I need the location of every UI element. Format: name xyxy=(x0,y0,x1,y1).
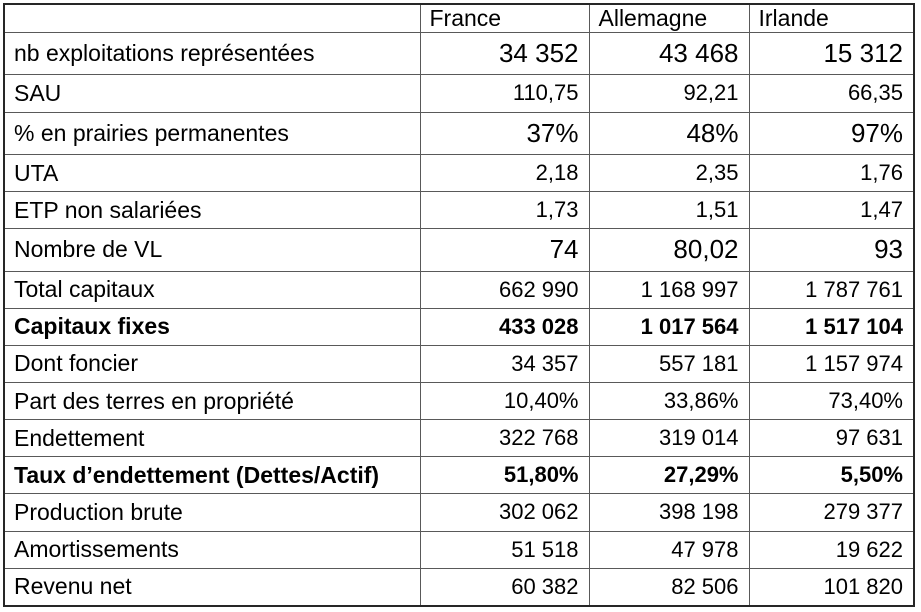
cell-france: 34 352 xyxy=(419,31,590,76)
cell-allemagne: 92,21 xyxy=(588,74,750,113)
cell-irlande: 279 377 xyxy=(748,493,915,532)
table-row: ETP non salariées 1,73 1,51 1,47 xyxy=(3,191,915,230)
cell-allemagne: 1 168 997 xyxy=(588,270,750,309)
cell-france: 322 768 xyxy=(419,419,590,458)
row-label: Taux d’endettement (Dettes/Actif) xyxy=(3,456,421,495)
cell-irlande: 1,47 xyxy=(748,191,915,230)
cell-allemagne: 82 506 xyxy=(588,567,750,607)
cell-france: 34 357 xyxy=(419,344,590,384)
row-label: ETP non salariées xyxy=(3,191,421,230)
cell-irlande: 1 517 104 xyxy=(748,307,915,346)
cell-france: 110,75 xyxy=(419,74,590,113)
cell-allemagne: 48% xyxy=(588,111,750,155)
cell-allemagne: 47 978 xyxy=(588,530,750,569)
table-row: Dont foncier 34 357 557 181 1 157 974 xyxy=(3,344,915,384)
cell-allemagne: 319 014 xyxy=(588,419,750,458)
table-row: Amortissements 51 518 47 978 19 622 xyxy=(3,530,915,569)
column-header-france: France xyxy=(419,3,590,33)
cell-irlande: 73,40% xyxy=(748,382,915,421)
table-row: Total capitaux 662 990 1 168 997 1 787 7… xyxy=(3,270,915,309)
table-row: nb exploitations représentées 34 352 43 … xyxy=(3,31,915,76)
table-row: UTA 2,18 2,35 1,76 xyxy=(3,153,915,193)
column-header-irlande: Irlande xyxy=(748,3,915,33)
row-label: % en prairies permanentes xyxy=(3,111,421,155)
row-label: Capitaux fixes xyxy=(3,307,421,346)
cell-allemagne: 1 017 564 xyxy=(588,307,750,346)
cell-france: 37% xyxy=(419,111,590,155)
cell-france: 302 062 xyxy=(419,493,590,532)
cell-france: 1,73 xyxy=(419,191,590,230)
cell-allemagne: 27,29% xyxy=(588,456,750,495)
cell-irlande: 97% xyxy=(748,111,915,155)
table-row: SAU 110,75 92,21 66,35 xyxy=(3,74,915,113)
table-row: Production brute 302 062 398 198 279 377 xyxy=(3,493,915,532)
cell-irlande: 1 157 974 xyxy=(748,344,915,384)
cell-france: 51,80% xyxy=(419,456,590,495)
cell-allemagne: 43 468 xyxy=(588,31,750,76)
table-row: Revenu net 60 382 82 506 101 820 xyxy=(3,567,915,607)
table-row: Endettement 322 768 319 014 97 631 xyxy=(3,419,915,458)
cell-allemagne: 33,86% xyxy=(588,382,750,421)
row-label: Endettement xyxy=(3,419,421,458)
farm-comparison-table: France Allemagne Irlande nb exploitation… xyxy=(3,3,915,607)
table-row: Taux d’endettement (Dettes/Actif) 51,80%… xyxy=(3,456,915,495)
row-label: Part des terres en propriété xyxy=(3,382,421,421)
cell-allemagne: 1,51 xyxy=(588,191,750,230)
row-label: UTA xyxy=(3,153,421,193)
cell-irlande: 19 622 xyxy=(748,530,915,569)
cell-irlande: 1 787 761 xyxy=(748,270,915,309)
column-header-blank xyxy=(3,3,421,33)
header-row: France Allemagne Irlande xyxy=(3,3,915,33)
table-row: Capitaux fixes 433 028 1 017 564 1 517 1… xyxy=(3,307,915,346)
cell-allemagne: 398 198 xyxy=(588,493,750,532)
row-label: nb exploitations représentées xyxy=(3,31,421,76)
cell-france: 662 990 xyxy=(419,270,590,309)
cell-irlande: 5,50% xyxy=(748,456,915,495)
row-label: SAU xyxy=(3,74,421,113)
row-label: Amortissements xyxy=(3,530,421,569)
cell-irlande: 66,35 xyxy=(748,74,915,113)
table-row: Part des terres en propriété 10,40% 33,8… xyxy=(3,382,915,421)
cell-allemagne: 80,02 xyxy=(588,228,750,272)
cell-france: 74 xyxy=(419,228,590,272)
row-label: Dont foncier xyxy=(3,344,421,384)
cell-irlande: 15 312 xyxy=(748,31,915,76)
cell-allemagne: 557 181 xyxy=(588,344,750,384)
column-header-allemagne: Allemagne xyxy=(588,3,750,33)
table-body: nb exploitations représentées 34 352 43 … xyxy=(3,31,915,607)
row-label: Revenu net xyxy=(3,567,421,607)
cell-irlande: 1,76 xyxy=(748,153,915,193)
cell-france: 10,40% xyxy=(419,382,590,421)
row-label: Production brute xyxy=(3,493,421,532)
row-label: Total capitaux xyxy=(3,270,421,309)
cell-france: 2,18 xyxy=(419,153,590,193)
table-row: % en prairies permanentes 37% 48% 97% xyxy=(3,111,915,155)
cell-allemagne: 2,35 xyxy=(588,153,750,193)
cell-irlande: 93 xyxy=(748,228,915,272)
cell-france: 51 518 xyxy=(419,530,590,569)
table-row: Nombre de VL 74 80,02 93 xyxy=(3,228,915,272)
row-label: Nombre de VL xyxy=(3,228,421,272)
cell-irlande: 101 820 xyxy=(748,567,915,607)
cell-irlande: 97 631 xyxy=(748,419,915,458)
cell-france: 433 028 xyxy=(419,307,590,346)
cell-france: 60 382 xyxy=(419,567,590,607)
